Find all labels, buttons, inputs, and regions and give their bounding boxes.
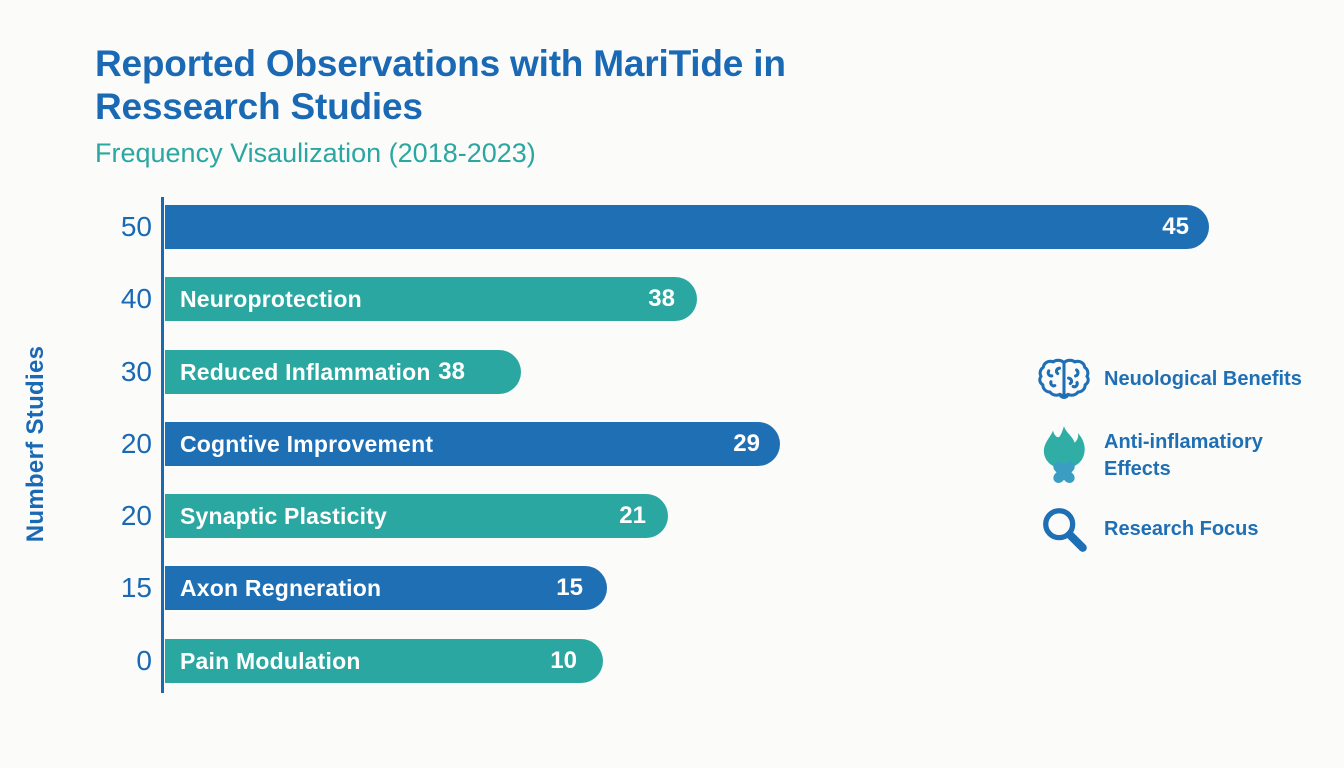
legend-item-anti-inflammatory: Anti-inflamatiory Effects [1034, 424, 1334, 488]
bar-label: Cogntive Improvement [180, 430, 434, 457]
bar-value: 10 [550, 647, 577, 674]
chart-title-line1: Reported Observations with MariTide in [95, 43, 786, 84]
bar-label: Axon Regneration [180, 574, 382, 601]
bar-value: 38 [438, 358, 465, 385]
bar-label: Pain Modulation [180, 647, 361, 674]
y-tick-label: 40 [120, 283, 152, 314]
y-tick-label: 50 [120, 211, 152, 242]
y-axis-line [161, 197, 164, 693]
legend-label: Neuological Benefits [1104, 367, 1302, 390]
bar-label: Neuroprotection [180, 285, 362, 312]
legend-label: Research Focus [1104, 517, 1259, 540]
y-tick-label: 15 [120, 572, 152, 603]
bar-value: 15 [556, 574, 583, 601]
flame-icon [1034, 424, 1094, 488]
bar-row: Synaptic Plasticity 21 [165, 494, 668, 538]
legend: Neuological Benefits Anti-inflamatiory E… [1034, 356, 1334, 554]
bar-row: Cogntive Improvement 29 [165, 422, 780, 466]
y-tick-label: 20 [120, 500, 152, 531]
y-tick-label: 30 [120, 356, 152, 387]
bar-row: 45 [165, 205, 1209, 249]
magnifier-icon [1034, 504, 1094, 554]
y-tick-label: 0 [136, 645, 152, 676]
bar-label: Reduced Inflammation [180, 358, 431, 385]
bar-row: Axon Regneration 15 [165, 566, 607, 610]
bar-label: Synaptic Plasticity [180, 502, 388, 529]
bar-value: 38 [648, 285, 675, 312]
bar-value: 21 [619, 502, 646, 529]
chart-title: Reported Observations with MariTide in R… [95, 42, 1055, 128]
legend-item-research-focus: Research Focus [1034, 504, 1334, 554]
chart-title-line2: Ressearch Studies [95, 86, 423, 127]
chart-subtitle: Frequency Visaulization (2018-2023) [95, 138, 536, 168]
y-tick-label: 20 [120, 428, 152, 459]
brain-icon [1034, 356, 1094, 402]
bar-row: Reduced Inflammation 38 [165, 350, 521, 394]
bar-row: Neuroprotection 38 [165, 277, 697, 321]
bar-value: 29 [733, 430, 760, 457]
legend-label: Anti-inflamatiory Effects [1104, 431, 1263, 480]
bar-value: 45 [1162, 213, 1189, 240]
legend-item-neurological: Neuological Benefits [1034, 356, 1334, 402]
bar-row: Pain Modulation 10 [165, 639, 603, 683]
